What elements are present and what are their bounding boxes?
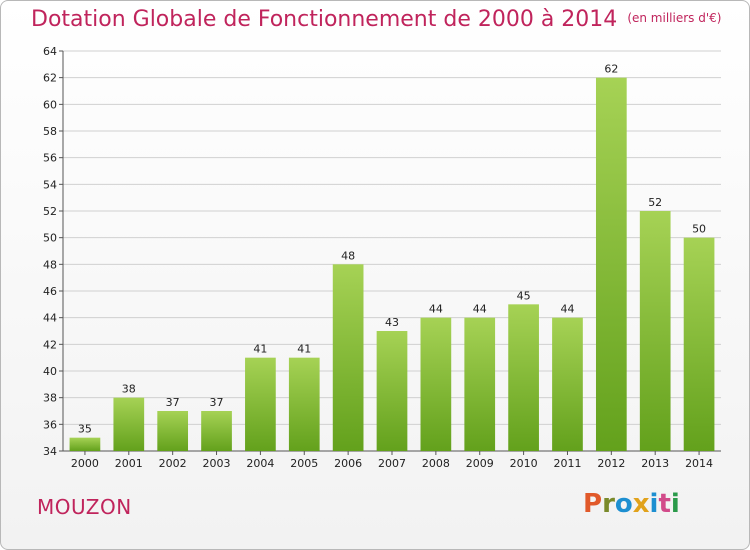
place-name: MOUZON (37, 495, 132, 519)
bar-2001 (113, 397, 145, 451)
data-label-2003: 37 (210, 396, 224, 409)
x-tick-label-2002: 2002 (159, 457, 187, 470)
x-tick-label-2009: 2009 (466, 457, 494, 470)
x-tick-label-2003: 2003 (203, 457, 231, 470)
x-tick-label-2010: 2010 (510, 457, 538, 470)
y-tick-label: 36 (43, 418, 57, 431)
bar-2008 (420, 317, 452, 451)
x-tick-label-2013: 2013 (641, 457, 669, 470)
x-tick-label-2012: 2012 (597, 457, 625, 470)
y-tick-label: 34 (43, 445, 57, 458)
data-label-2001: 38 (122, 383, 136, 396)
data-label-2008: 44 (429, 303, 443, 316)
x-tick-label-2005: 2005 (290, 457, 318, 470)
y-tick-label: 56 (43, 152, 57, 165)
x-tick-label-2006: 2006 (334, 457, 362, 470)
data-label-2004: 41 (253, 343, 267, 356)
bar-2003 (201, 411, 232, 451)
bar-2006 (332, 264, 364, 451)
data-label-2006: 48 (341, 249, 355, 262)
data-label-2005: 41 (297, 343, 311, 356)
bar-2000 (69, 437, 101, 451)
y-tick-label: 60 (43, 98, 57, 111)
y-tick-label: 46 (43, 285, 57, 298)
bar-2010 (508, 304, 539, 451)
data-label-2012: 62 (604, 63, 618, 76)
logo-letter: t (658, 489, 671, 519)
labels: 35 38 37 37 41 41 48 43 44 44 45 44 62 52 50 (78, 63, 706, 436)
logo-letter: i (649, 489, 659, 519)
bar-2014 (683, 237, 715, 451)
y-tick-label: 62 (43, 72, 57, 85)
data-label-2013: 52 (648, 196, 662, 209)
bar-2009 (464, 317, 496, 451)
y-tick-label: 50 (43, 232, 57, 245)
x-tick-label-2000: 2000 (71, 457, 99, 470)
logo-letter: x (632, 489, 650, 519)
bar-2013 (639, 211, 671, 451)
y-tick-label: 48 (43, 258, 57, 271)
bar-2005 (288, 357, 320, 451)
data-label-2007: 43 (385, 316, 399, 329)
data-label-2002: 37 (166, 396, 180, 409)
bars (69, 77, 715, 452)
x-tick-label-2004: 2004 (246, 457, 274, 470)
logo-letter: P (583, 489, 603, 519)
data-label-2014: 50 (692, 223, 706, 236)
data-label-2009: 44 (473, 303, 487, 316)
logo-letter: r (602, 489, 615, 519)
chart-unit: (en milliers d'€) (627, 11, 722, 25)
x-tick-label-2011: 2011 (553, 457, 581, 470)
logo-letter: o (614, 489, 633, 519)
bar-2002 (157, 411, 189, 451)
proxiti-logo: Proxiti (583, 489, 680, 519)
bar-2011 (552, 317, 583, 451)
y-tick-label: 38 (43, 392, 57, 405)
bar-2004 (245, 357, 276, 451)
x-tick-label-2007: 2007 (378, 457, 406, 470)
data-label-2011: 44 (560, 303, 574, 316)
chart-title: Dotation Globale de Fonctionnement de 20… (31, 7, 721, 32)
x-tick-label-2008: 2008 (422, 457, 450, 470)
x-tick-label-2001: 2001 (115, 457, 143, 470)
data-label-2010: 45 (517, 289, 531, 302)
y-tick-label: 52 (43, 205, 57, 218)
x-tick-label-2014: 2014 (685, 457, 713, 470)
y-tick-label: 44 (43, 312, 57, 325)
logo-letter: i (670, 489, 680, 519)
y-tick-label: 42 (43, 338, 57, 351)
data-label-2000: 35 (78, 423, 92, 436)
y-tick-label: 58 (43, 125, 57, 138)
bar-2012 (595, 77, 627, 452)
y-tick-label: 54 (43, 178, 57, 191)
chart-title-text: Dotation Globale de Fonctionnement de 20… (31, 7, 618, 32)
bar-2007 (376, 331, 408, 451)
y-tick-label: 40 (43, 365, 57, 378)
y-tick-label: 64 (43, 45, 57, 58)
